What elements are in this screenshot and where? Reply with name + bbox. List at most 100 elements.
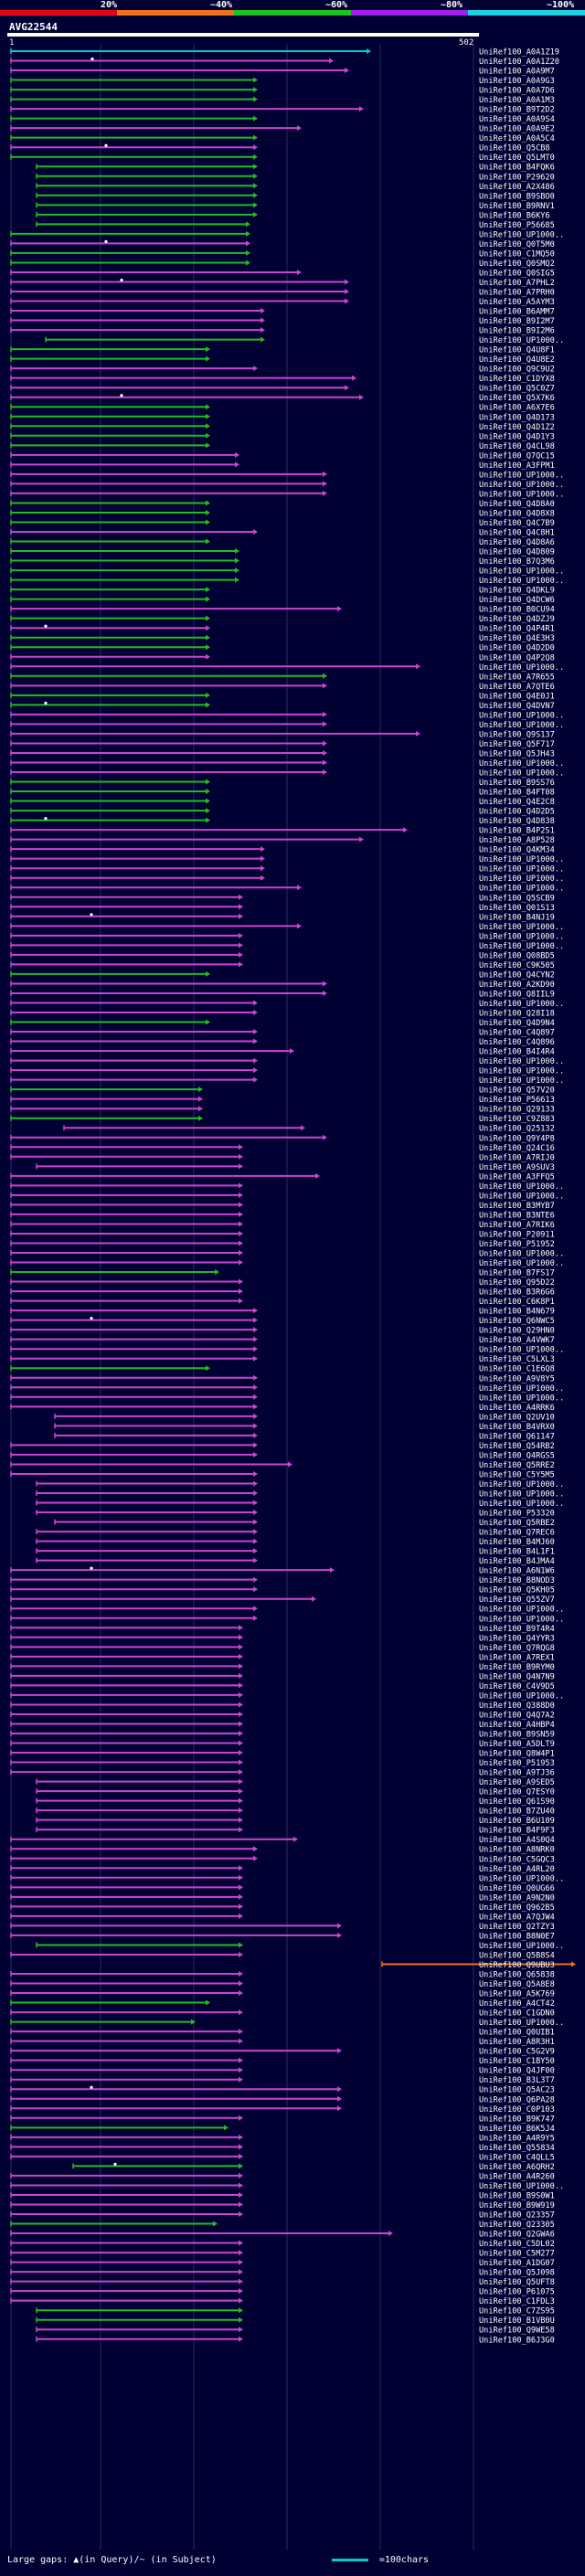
hit-label: UniRef100_A8R3H1 — [479, 2038, 555, 2047]
hit-label: UniRef100_UP1000.. — [479, 336, 564, 345]
hit-label: UniRef100_A6X7E6 — [479, 404, 555, 413]
hit-label: UniRef100_Q0SIG5 — [479, 269, 555, 278]
hit-label: UniRef100_A5K769 — [479, 1990, 555, 1999]
hit-arrow — [253, 1076, 258, 1083]
hit-arrow — [239, 1701, 243, 1708]
hit-label: UniRef100_Q7QC15 — [479, 451, 555, 461]
legend-segment-red — [0, 10, 117, 16]
hit-arrow — [323, 673, 327, 679]
hit-arrow — [239, 961, 243, 968]
hit-label: UniRef100_Q5CB8 — [479, 144, 550, 154]
hit-label: UniRef100_Q4D2D5 — [479, 808, 555, 817]
hit-label: UniRef100_Q4P2Q8 — [479, 653, 555, 663]
hit-label: UniRef100_B6KY6 — [479, 211, 550, 220]
hit-label: UniRef100_C7ZS95 — [479, 2307, 555, 2316]
hit-label: UniRef100_Q0SMQ2 — [479, 260, 555, 269]
hit-arrow — [345, 68, 349, 74]
hit-arrow — [239, 1797, 243, 1804]
hit-arrow — [253, 1480, 258, 1487]
hit-arrow — [253, 1336, 258, 1342]
hit-arrow — [239, 2336, 243, 2342]
hit-label: UniRef100_A0A5C4 — [479, 134, 555, 143]
hit-label: UniRef100_C9Z883 — [479, 1115, 555, 1124]
hit-label: UniRef100_P29620 — [479, 173, 555, 182]
hit-arrow — [235, 461, 239, 468]
hit-label: UniRef100_B4JMA4 — [479, 1557, 555, 1566]
hit-arrow — [253, 1384, 258, 1391]
hit-label: UniRef100_C4V9D5 — [479, 1682, 555, 1691]
hit-arrow — [239, 1634, 243, 1640]
hit-label: UniRef100_UP1000.. — [479, 1067, 564, 1076]
hit-label: UniRef100_B9S0W1 — [479, 2191, 555, 2200]
gap-marker — [90, 913, 93, 917]
hit-label: UniRef100_P51952 — [479, 1240, 555, 1249]
hit-arrow — [206, 615, 210, 621]
hit-label: UniRef100_C5DL02 — [479, 2240, 555, 2249]
hit-arrow — [288, 1461, 292, 1468]
hit-arrow — [337, 1923, 342, 1929]
hit-label: UniRef100_A1DG07 — [479, 2259, 555, 2268]
gap-marker — [44, 817, 48, 821]
hit-label: UniRef100_UP1000.. — [479, 1500, 564, 1509]
hit-arrow — [253, 1510, 258, 1516]
hit-label: UniRef100_A0A9G3 — [479, 77, 555, 86]
ruler-end: 502 — [459, 38, 474, 48]
hit-arrow — [323, 740, 327, 747]
hit-arrow — [239, 2038, 243, 2044]
hit-label: UniRef100_C5G2V9 — [479, 2048, 555, 2057]
hit-label: UniRef100_Q7RQG8 — [479, 1644, 555, 1653]
hit-arrow — [239, 1951, 243, 1957]
hit-label: UniRef100_Q23305 — [479, 2221, 555, 2230]
hit-arrow — [253, 154, 258, 160]
hit-label: UniRef100_UP1000.. — [479, 1942, 564, 1951]
hit-arrow — [239, 1721, 243, 1727]
identity-legend: 20% ~40% ~60% ~80% ~100% — [0, 0, 585, 20]
hit-label: UniRef100_B9T2D2 — [479, 106, 555, 115]
hit-label: UniRef100_Q5LMT0 — [479, 154, 555, 163]
hit-label: UniRef100_B7ZU40 — [479, 1807, 555, 1817]
hit-label: UniRef100_B9RNV1 — [479, 202, 555, 211]
hit-label: UniRef100_Q4D838 — [479, 817, 555, 826]
legend-label-60: ~60% — [325, 0, 348, 10]
hit-arrow — [206, 346, 210, 353]
hit-arrow — [253, 1586, 258, 1593]
hit-label: UniRef100_C5M277 — [479, 2250, 555, 2259]
ruler-start: 1 — [9, 38, 15, 48]
hit-label: UniRef100_B8NOD3 — [479, 1576, 555, 1585]
gaps-legend: Large gaps: ▲(in Query)/~ (in Subject) — [7, 2555, 217, 2565]
hit-label: UniRef100_UP1000.. — [479, 1384, 564, 1394]
hit-arrow — [253, 1038, 258, 1044]
hit-arrow — [239, 1153, 243, 1160]
hit-arrow — [198, 1106, 203, 1112]
hit-label: UniRef100_P56685 — [479, 221, 555, 230]
hit-arrow — [388, 2231, 393, 2237]
hit-arrow — [253, 1057, 258, 1064]
hit-label: UniRef100_Q4D2D0 — [479, 644, 555, 653]
hit-label: UniRef100_P51953 — [479, 1759, 555, 1768]
hit-label: UniRef100_Q4P4R1 — [479, 625, 555, 634]
hit-arrow — [323, 981, 327, 987]
hit-label: UniRef100_UP1000.. — [479, 1192, 564, 1201]
hit-arrow — [323, 1134, 327, 1140]
hit-arrow — [253, 1557, 258, 1564]
hit-label: UniRef100_B9SN59 — [479, 1731, 555, 1740]
hit-arrow — [239, 2278, 243, 2284]
hit-arrow — [253, 164, 258, 170]
hit-arrow — [253, 1394, 258, 1400]
hit-arrow — [253, 366, 258, 372]
hit-arrow — [239, 1250, 243, 1256]
hit-label: UniRef100_UP1000.. — [479, 2182, 564, 2191]
hit-label: UniRef100_B7Q3M6 — [479, 557, 555, 567]
hit-arrow — [261, 317, 265, 323]
hit-label: UniRef100_Q55ZV7 — [479, 1595, 555, 1605]
hit-label: UniRef100_UP1000.. — [479, 490, 564, 499]
hit-label: UniRef100_A5DLT9 — [479, 1740, 555, 1749]
hit-label: UniRef100_Q4U8F1 — [479, 346, 555, 355]
hit-label: UniRef100_A7PHL2 — [479, 279, 555, 288]
hit-arrow — [253, 1413, 258, 1419]
hit-label: UniRef100_UP1000.. — [479, 1490, 564, 1500]
hit-arrow — [239, 2288, 243, 2295]
hit-label: UniRef100_C4Q896 — [479, 1038, 555, 1047]
hit-label: UniRef100_Q4DZJ9 — [479, 615, 555, 624]
hit-arrow — [253, 202, 258, 208]
